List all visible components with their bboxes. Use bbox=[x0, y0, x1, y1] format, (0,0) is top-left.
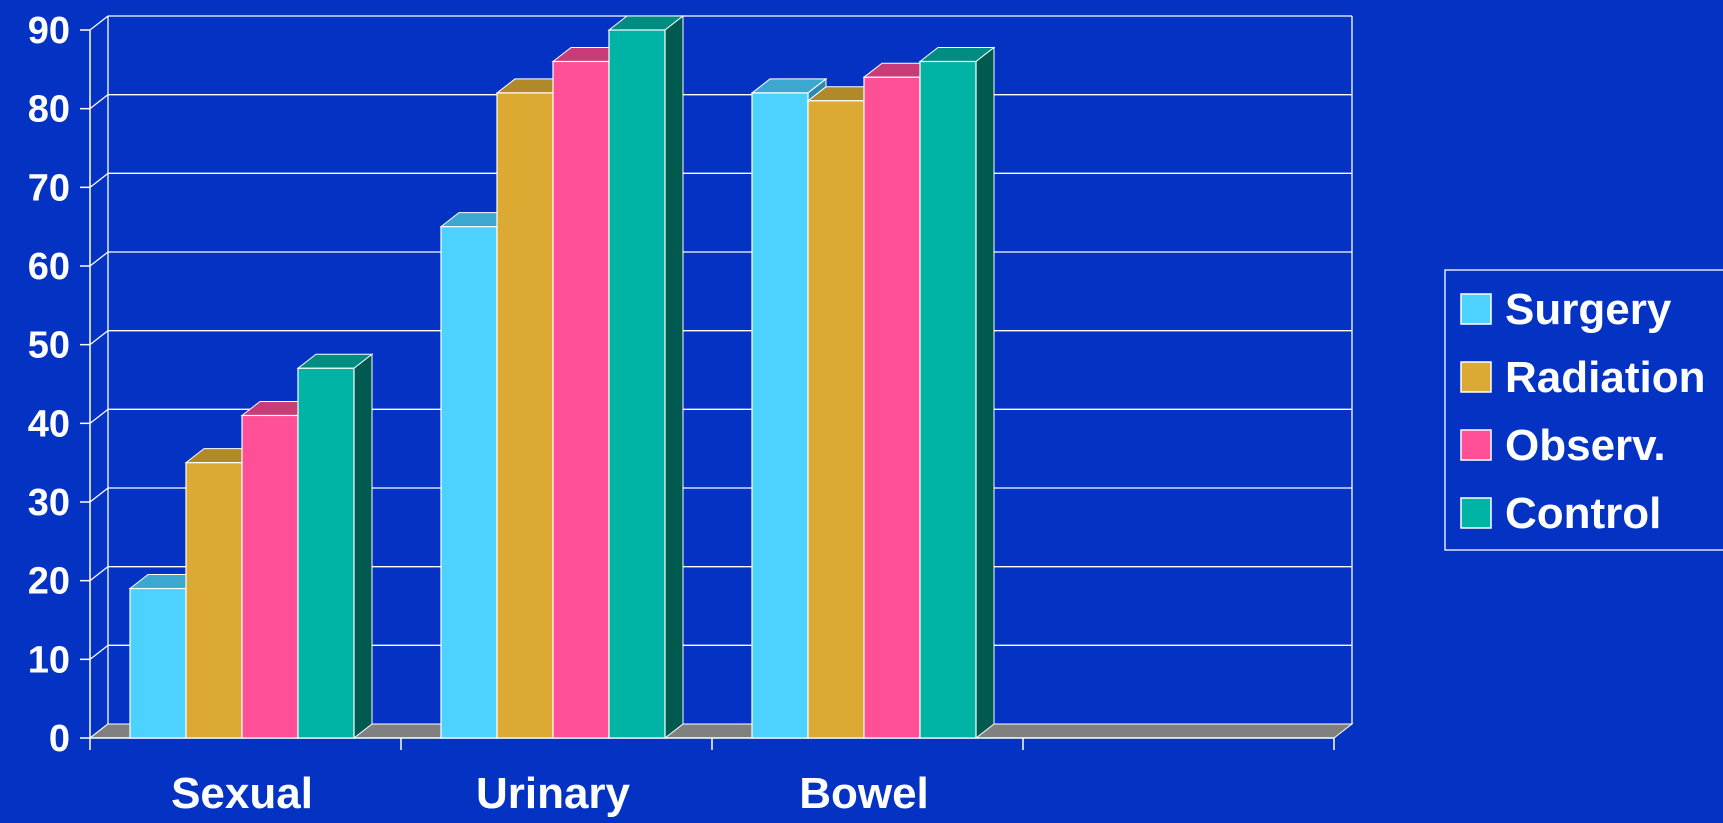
bar-face bbox=[496, 92, 554, 739]
side-wall-gridline bbox=[89, 487, 109, 503]
legend-swatch bbox=[1460, 293, 1492, 325]
legend-label: Radiation bbox=[1505, 353, 1705, 402]
bars bbox=[128, 14, 996, 740]
y-tick-label: 50 bbox=[28, 325, 70, 367]
side-wall-gridline bbox=[89, 94, 109, 110]
side-wall-gridline bbox=[89, 408, 109, 424]
side-wall-gridline bbox=[89, 330, 109, 346]
y-tick-label: 40 bbox=[28, 403, 70, 445]
bar-face bbox=[241, 414, 299, 739]
side-wall-gridline bbox=[89, 566, 109, 582]
bar-face bbox=[297, 367, 355, 739]
bar-face bbox=[863, 76, 921, 739]
legend-label: Control bbox=[1505, 489, 1661, 538]
bar-face bbox=[751, 92, 809, 739]
side-wall-gridline bbox=[89, 172, 109, 188]
y-tick-label: 30 bbox=[28, 482, 70, 524]
y-tick-label: 80 bbox=[28, 89, 70, 131]
bar-face bbox=[552, 60, 610, 739]
bar-side bbox=[664, 14, 684, 740]
y-tick-label: 90 bbox=[28, 10, 70, 52]
side-wall-gridline bbox=[89, 15, 109, 31]
bar-face bbox=[185, 462, 243, 739]
category-labels: Sexual Urinary Bowel bbox=[171, 769, 929, 818]
bar-face bbox=[608, 29, 666, 739]
legend-item-radiation: Radiation bbox=[1460, 353, 1705, 402]
bar-bowel-control bbox=[918, 46, 996, 740]
bar-urinary-control bbox=[607, 14, 685, 740]
category-label-urinary: Urinary bbox=[476, 769, 631, 818]
side-wall-gridline bbox=[89, 644, 109, 660]
legend-item-surgery: Surgery bbox=[1460, 285, 1672, 334]
legend-item-observ: Observ. bbox=[1460, 421, 1666, 470]
y-tick-label: 0 bbox=[49, 718, 70, 760]
legend-label: Surgery bbox=[1505, 285, 1672, 334]
legend-swatch bbox=[1460, 361, 1492, 393]
bar-side bbox=[353, 353, 373, 740]
legend-swatch bbox=[1460, 429, 1492, 461]
y-tick-label: 60 bbox=[28, 246, 70, 288]
bar-side bbox=[975, 46, 995, 740]
legend-label: Observ. bbox=[1505, 421, 1666, 470]
side-wall-gridline bbox=[89, 251, 109, 267]
bar-face bbox=[129, 587, 187, 739]
legend-swatch bbox=[1460, 497, 1492, 529]
category-label-sexual: Sexual bbox=[171, 769, 313, 818]
bar-face bbox=[440, 226, 498, 739]
y-tick-label: 20 bbox=[28, 561, 70, 603]
legend-item-control: Control bbox=[1460, 489, 1661, 538]
legend: Surgery Radiation Observ. Control bbox=[1444, 269, 1723, 551]
bar-sexual-control bbox=[296, 353, 374, 740]
y-tick-label: 10 bbox=[28, 639, 70, 681]
bar-face bbox=[919, 60, 977, 739]
category-label-bowel: Bowel bbox=[799, 769, 929, 818]
y-tick-labels: 0 10 20 30 40 50 60 70 80 90 bbox=[28, 10, 70, 760]
y-tick-label: 70 bbox=[28, 167, 70, 209]
bar-face bbox=[807, 100, 865, 739]
